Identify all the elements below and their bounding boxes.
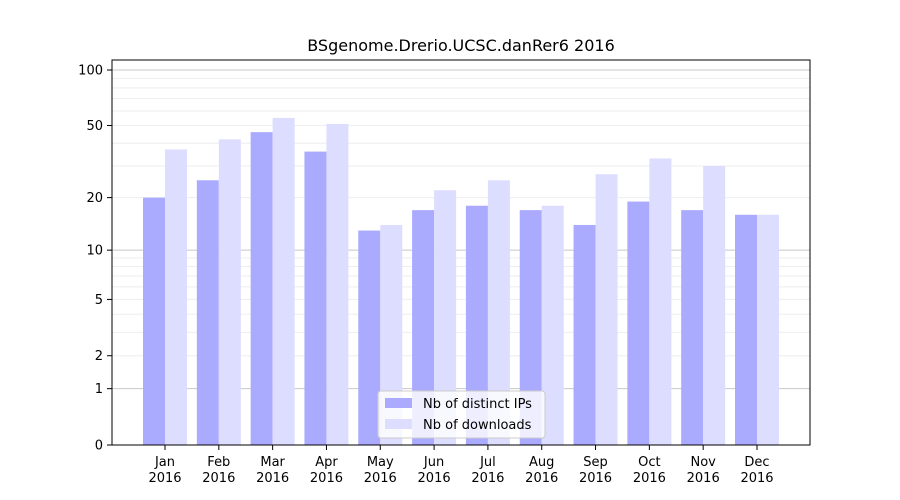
x-tick-label: Apr 2016 bbox=[310, 455, 343, 486]
bar-downloads bbox=[380, 224, 403, 445]
bar-downloads bbox=[703, 165, 726, 445]
bar-distinct-ips bbox=[681, 210, 704, 445]
x-tick-label: Sep 2016 bbox=[579, 455, 612, 486]
legend-label: Nb of downloads bbox=[423, 418, 532, 433]
bar-distinct-ips bbox=[735, 214, 757, 445]
bar-downloads bbox=[541, 205, 564, 445]
bar-distinct-ips bbox=[519, 210, 542, 445]
bar-downloads bbox=[165, 149, 187, 446]
bar-downloads bbox=[595, 174, 618, 445]
x-tick-label: Dec 2016 bbox=[740, 455, 773, 486]
bar-distinct-ips bbox=[358, 230, 381, 445]
x-tick-label: Mar 2016 bbox=[256, 455, 289, 486]
y-tick-label: 10 bbox=[86, 244, 103, 259]
legend-box bbox=[377, 390, 546, 439]
bar-downloads bbox=[218, 139, 241, 445]
legend-label: Nb of distinct IPs bbox=[423, 397, 532, 412]
x-tick-label: Feb 2016 bbox=[202, 455, 235, 486]
bar-downloads bbox=[649, 158, 672, 446]
bar-downloads bbox=[272, 117, 295, 446]
y-tick-label: 0 bbox=[95, 439, 103, 454]
y-tick-label: 100 bbox=[78, 64, 103, 79]
x-tick-label: Jun 2016 bbox=[418, 455, 451, 486]
y-tick-label: 50 bbox=[86, 119, 103, 134]
bar-distinct-ips bbox=[412, 210, 435, 445]
bar-downloads bbox=[434, 190, 457, 445]
bars bbox=[143, 117, 779, 446]
bar-downloads bbox=[487, 180, 510, 445]
legend-swatch bbox=[385, 398, 412, 408]
bar-downloads bbox=[326, 123, 349, 445]
y-tick-label: 2 bbox=[95, 349, 103, 364]
bar-distinct-ips bbox=[304, 151, 327, 445]
bar-distinct-ips bbox=[573, 224, 596, 445]
x-tick-label: May 2016 bbox=[364, 455, 397, 486]
x-tick-label: Jul 2016 bbox=[471, 455, 504, 486]
bar-downloads bbox=[757, 214, 779, 445]
plot-frame bbox=[111, 59, 811, 446]
y-tick-label: 1 bbox=[95, 382, 103, 397]
x-tick-label: Jan 2016 bbox=[148, 455, 181, 486]
x-tick-label: Aug 2016 bbox=[525, 455, 558, 486]
x-tick-label: Oct 2016 bbox=[633, 455, 666, 486]
y-tick-label: 5 bbox=[95, 293, 103, 308]
bar-distinct-ips bbox=[627, 201, 650, 445]
bar-distinct-ips bbox=[143, 197, 165, 445]
bar-distinct-ips bbox=[250, 132, 273, 446]
legend-swatch bbox=[385, 419, 412, 429]
bar-distinct-ips bbox=[196, 180, 219, 445]
chart-title: BSgenome.Drerio.UCSC.danRer6 2016 bbox=[307, 36, 615, 55]
bar-distinct-ips bbox=[465, 205, 488, 445]
x-axis: Jan 2016 Feb 2016 Mar 2016 Apr 2016 May 2016 Jun 20… bbox=[148, 445, 774, 486]
x-tick-label: Nov 2016 bbox=[687, 455, 720, 486]
legend: Nb of distinct IPs Nb of downloads bbox=[377, 390, 546, 439]
y-axis: 0 1 2 5 10 20 50 100 bbox=[78, 64, 112, 454]
y-tick-label: 20 bbox=[86, 191, 103, 206]
